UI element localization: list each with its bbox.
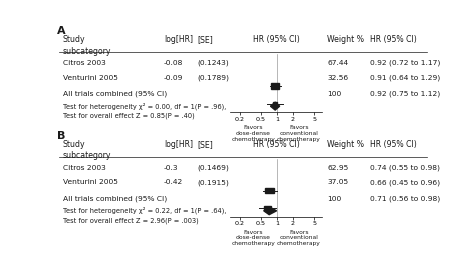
- Text: [SE]: [SE]: [197, 35, 213, 44]
- Text: -0.42: -0.42: [164, 179, 183, 185]
- Text: Citros 2003: Citros 2003: [63, 60, 106, 66]
- Text: A: A: [57, 26, 66, 36]
- Text: Test for heterogeneity χ² = 0.22, df = 1(P = .64),  I² = 0%: Test for heterogeneity χ² = 0.22, df = 1…: [63, 207, 255, 214]
- Text: 0.74 (0.55 to 0.98): 0.74 (0.55 to 0.98): [370, 165, 440, 171]
- Text: Test for heterogeneity χ² = 0.00, df = 1(P = .96),  I² = 0%: Test for heterogeneity χ² = 0.00, df = 1…: [63, 102, 255, 110]
- Text: 100: 100: [328, 91, 342, 97]
- Text: 0.92 (0.72 to 1.17): 0.92 (0.72 to 1.17): [370, 60, 440, 67]
- Text: B: B: [57, 131, 66, 140]
- Text: log[HR]: log[HR]: [164, 35, 193, 44]
- Text: -0.08: -0.08: [164, 60, 183, 66]
- Text: (0.1915): (0.1915): [197, 179, 229, 186]
- Text: log[HR]: log[HR]: [164, 140, 193, 149]
- Text: 0.91 (0.64 to 1.29): 0.91 (0.64 to 1.29): [370, 74, 440, 81]
- Text: Citros 2003: Citros 2003: [63, 165, 106, 171]
- Text: Favors
conventional
chemotherapy: Favors conventional chemotherapy: [277, 230, 321, 246]
- Text: Study: Study: [63, 35, 85, 44]
- Text: (0.1789): (0.1789): [197, 74, 229, 81]
- Text: Test for overall effect Z = 0.85(P = .40): Test for overall effect Z = 0.85(P = .40…: [63, 113, 195, 119]
- Text: Favors
dose-dense
chemotherapy: Favors dose-dense chemotherapy: [231, 230, 275, 246]
- Text: 67.44: 67.44: [328, 60, 348, 66]
- Text: 0.66 (0.45 to 0.96): 0.66 (0.45 to 0.96): [370, 179, 440, 186]
- Text: HR (95% CI): HR (95% CI): [253, 35, 300, 44]
- Text: 37.05: 37.05: [328, 179, 348, 185]
- Text: Study: Study: [63, 140, 85, 149]
- Text: Weight %: Weight %: [328, 35, 365, 44]
- Text: Venturini 2005: Venturini 2005: [63, 75, 118, 81]
- Text: 32.56: 32.56: [328, 75, 348, 81]
- Text: All trials combined (95% CI): All trials combined (95% CI): [63, 196, 167, 202]
- Text: subcategory: subcategory: [63, 151, 111, 161]
- Text: [SE]: [SE]: [197, 140, 213, 149]
- Text: All trials combined (95% CI): All trials combined (95% CI): [63, 91, 167, 97]
- Text: Venturini 2005: Venturini 2005: [63, 179, 118, 185]
- Text: -0.3: -0.3: [164, 165, 178, 171]
- Text: 100: 100: [328, 196, 342, 202]
- Text: (0.1243): (0.1243): [197, 60, 229, 67]
- Text: 0.92 (0.75 to 1.12): 0.92 (0.75 to 1.12): [370, 91, 440, 97]
- Text: Test for overall effect Z = 2.96(P = .003): Test for overall effect Z = 2.96(P = .00…: [63, 217, 199, 224]
- Text: (0.1469): (0.1469): [197, 165, 229, 171]
- Text: Favors
dose-dense
chemotherapy: Favors dose-dense chemotherapy: [231, 125, 275, 142]
- Text: 62.95: 62.95: [328, 165, 349, 171]
- Text: Favors
conventional
chemotherapy: Favors conventional chemotherapy: [277, 125, 321, 142]
- Text: -0.09: -0.09: [164, 75, 183, 81]
- Text: HR (95% CI): HR (95% CI): [370, 35, 417, 44]
- Text: 0.71 (0.56 to 0.98): 0.71 (0.56 to 0.98): [370, 196, 440, 202]
- Text: HR (95% CI): HR (95% CI): [370, 140, 417, 149]
- Text: Weight %: Weight %: [328, 140, 365, 149]
- Text: subcategory: subcategory: [63, 47, 111, 56]
- Text: HR (95% CI): HR (95% CI): [253, 140, 300, 149]
